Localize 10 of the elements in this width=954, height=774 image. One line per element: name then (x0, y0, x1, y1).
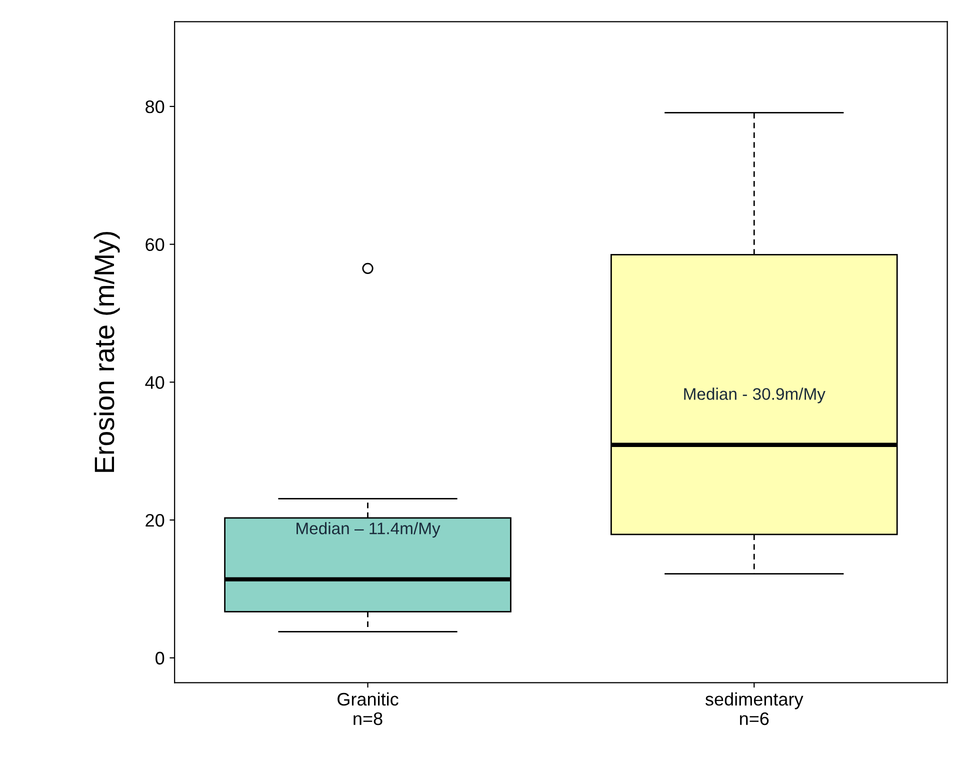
y-tick-label: 80 (146, 100, 164, 114)
y-tick-label: 60 (146, 238, 164, 252)
x-tick-label: sedimentary n=6 (705, 692, 804, 726)
y-tick-label: 40 (145, 376, 164, 389)
y-tick-label: 0 (156, 652, 164, 665)
x-tick-label: Granitic n=8 (338, 692, 398, 726)
annotation: Median – 11.4m/My (296, 522, 440, 538)
y-axis-title: Erosion rate (m/My) (94, 232, 120, 472)
y-tick-label: 20 (146, 514, 164, 527)
annotation: Median - 30.9m/My (684, 388, 826, 404)
